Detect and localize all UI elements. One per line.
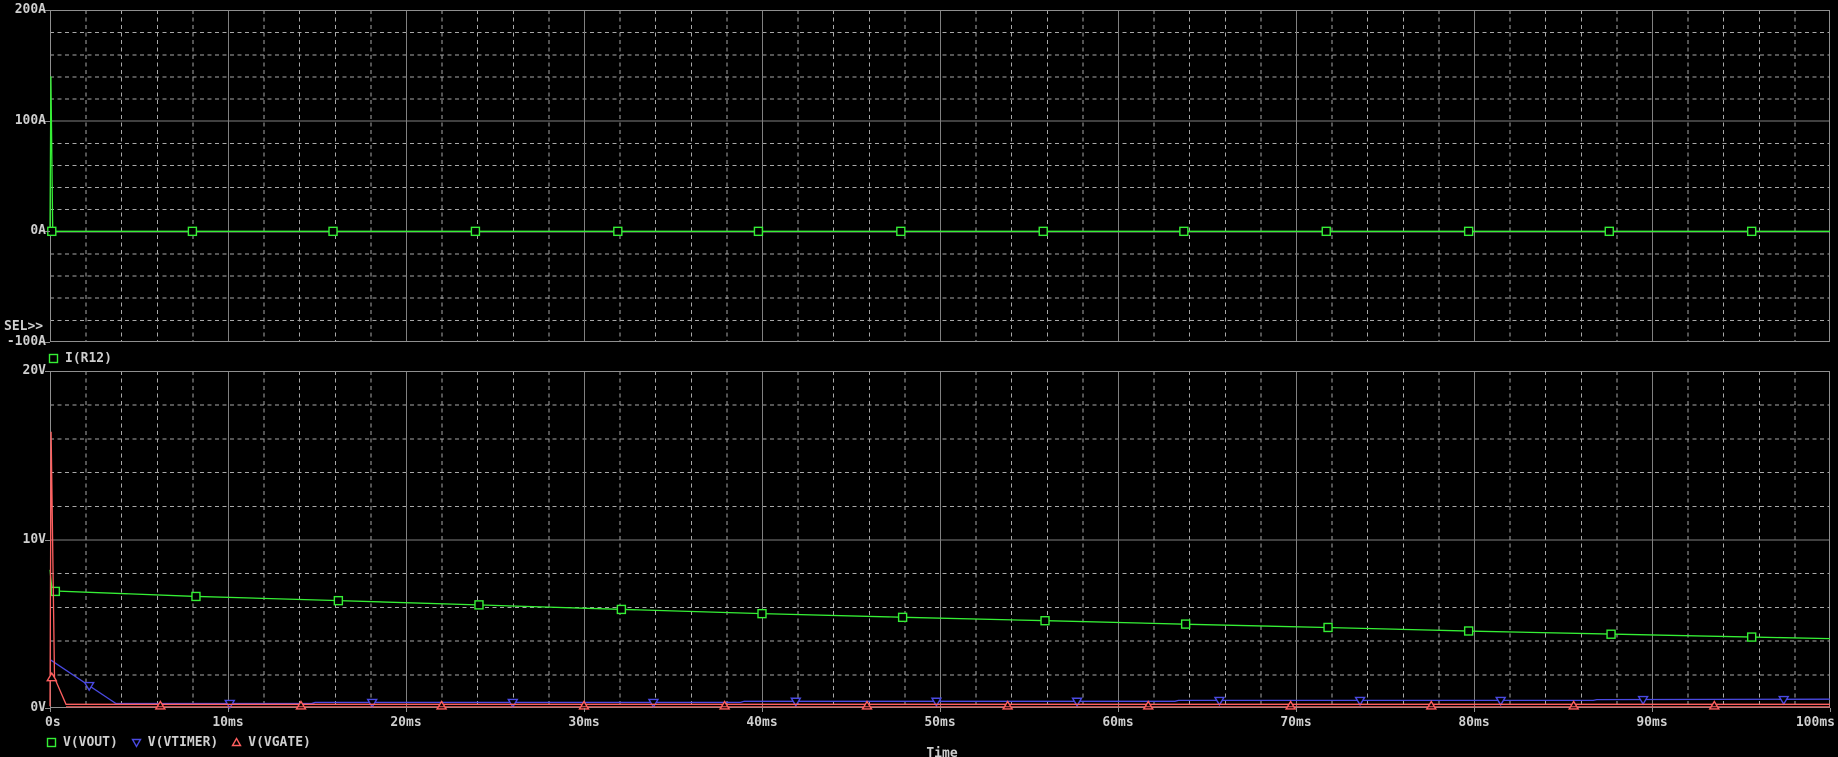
- top-plot-area[interactable]: [47, 10, 1830, 342]
- y-tick-label: -100A: [6, 334, 46, 349]
- y-tick-label: 100A: [14, 112, 46, 128]
- x-tick-mark: [940, 708, 941, 712]
- trace-v-vtimer[interactable]: [49, 659, 1831, 705]
- y-tick-mark: [45, 10, 50, 11]
- y-tick-mark: [45, 120, 50, 122]
- y-tick-label: 10V: [22, 531, 46, 547]
- bottom-plot-canvas: [46, 371, 1831, 710]
- x-tick-label: 30ms: [568, 715, 600, 730]
- x-tick-mark: [50, 708, 51, 712]
- y-tick-label: 200A: [14, 2, 46, 17]
- top-plot-legend: I(R12): [48, 351, 112, 366]
- legend-label: V(VOUT): [63, 735, 118, 750]
- legend-label: V(VTIMER): [147, 735, 219, 750]
- top-plot-canvas: [47, 10, 1830, 342]
- x-tick-label: 80ms: [1458, 715, 1490, 730]
- x-tick-mark: [1296, 708, 1297, 712]
- markers-v-vtimer[interactable]: [83, 681, 1790, 710]
- x-tick-mark: [1830, 708, 1831, 712]
- legend-item-v-vtimer[interactable]: V(VTIMER): [131, 735, 218, 750]
- sel-indicator: SEL>>: [4, 319, 44, 334]
- x-tick-mark: [1474, 708, 1475, 712]
- y-tick-label: 20V: [22, 363, 46, 378]
- legend-item-v-vgate[interactable]: V(VGATE): [231, 735, 311, 750]
- bottom-plot-legend: V(VOUT) V(VTIMER) V(VGATE): [46, 735, 311, 750]
- markers-v-vout[interactable]: [50, 586, 1757, 642]
- x-tick-label: 70ms: [1280, 715, 1312, 730]
- x-tick-mark: [228, 708, 229, 712]
- legend-item-v-vout[interactable]: V(VOUT): [46, 735, 118, 750]
- x-tick-mark: [1118, 708, 1119, 712]
- x-tick-label: 40ms: [746, 715, 778, 730]
- y-tick-mark: [45, 539, 50, 541]
- x-tick-label: 90ms: [1636, 715, 1668, 730]
- y-tick-label: 0V: [30, 700, 46, 715]
- x-tick-label: 60ms: [1102, 715, 1134, 730]
- x-tick-label: 100ms: [1795, 715, 1835, 730]
- y-tick-mark: [45, 708, 50, 709]
- x-tick-mark: [1652, 708, 1653, 712]
- legend-label: I(R12): [65, 351, 112, 366]
- x-tick-label: 50ms: [924, 715, 956, 730]
- square-marker-icon: [48, 353, 59, 364]
- bottom-plot-area[interactable]: [46, 371, 1831, 710]
- x-tick-mark: [584, 708, 585, 712]
- triangle-down-marker-icon: [131, 738, 142, 748]
- y-tick-mark: [45, 342, 50, 343]
- triangle-up-marker-icon: [231, 737, 242, 747]
- x-axis-title: Time: [926, 746, 958, 757]
- y-tick-mark: [45, 231, 50, 233]
- legend-item-i-r12[interactable]: I(R12): [48, 351, 112, 366]
- x-tick-label: 0s: [45, 715, 61, 730]
- trace-i-r12[interactable]: [49, 76, 1830, 232]
- y-tick-label: 0A: [30, 223, 46, 239]
- x-tick-mark: [406, 708, 407, 712]
- square-marker-icon: [46, 737, 57, 748]
- markers-i-r12[interactable]: [47, 226, 1757, 237]
- x-tick-mark: [762, 708, 763, 712]
- legend-label: V(VGATE): [248, 735, 311, 750]
- y-tick-mark: [45, 371, 50, 372]
- x-tick-label: 20ms: [390, 715, 422, 730]
- x-tick-label: 10ms: [212, 715, 244, 730]
